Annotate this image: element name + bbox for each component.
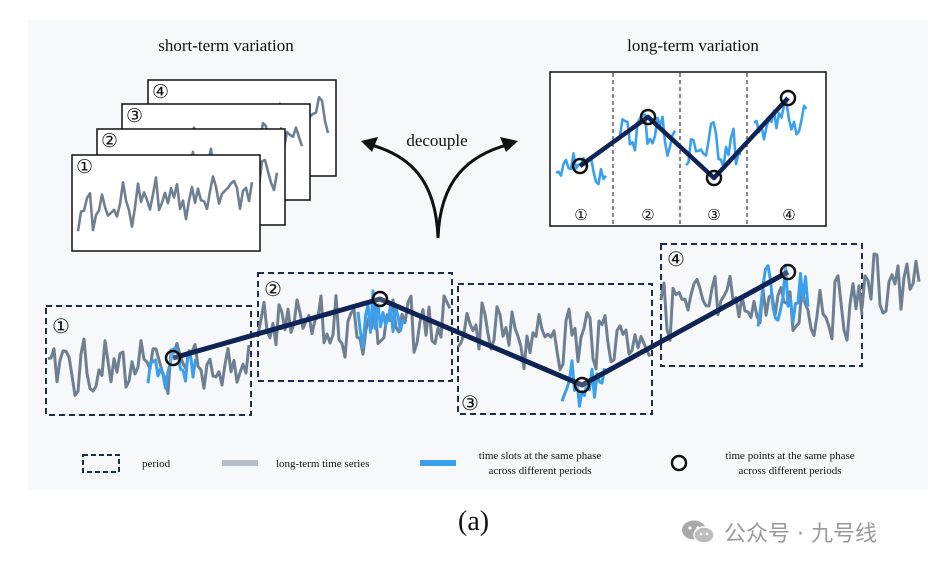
long-term-slot-series [753,101,808,141]
long-term-series-panel: ① ② ③ ④ [45,243,921,416]
figure-caption: (a) [458,506,490,537]
wechat-icon [682,520,715,544]
legend-period-label: period [142,458,171,470]
long-term-variation-box: ① ② ③ ④ [549,71,827,227]
long-term-slot-series [618,113,677,157]
period-box [45,305,252,416]
phase-point [705,169,723,187]
watermark-text: 公众号 · 九号线 [724,522,877,547]
same-phase-slot [146,345,197,390]
same-phase-slot [756,263,810,327]
short-term-series [76,175,254,232]
decouple-arrows [361,137,518,239]
legend-series-label: long-term time series [276,458,369,470]
long-term-title: long-term variation [627,36,759,55]
long-term-marker: ① [574,208,587,224]
phase-point [371,290,389,308]
long-term-slot-series [685,121,742,169]
period-box [457,283,653,415]
long-term-time-series [47,337,251,397]
short-card-marker: ② [101,131,118,152]
arrow-left-head [361,137,378,152]
period-marker: ① [52,316,70,338]
long-term-marker: ② [641,208,654,224]
legend-point-swatch [670,454,688,472]
watermark: 公众号 · 九号线 [680,515,920,549]
legend-slots-line1: time slots at the same phase [479,450,602,462]
phase-point [573,376,591,394]
long-term-time-series [860,252,921,315]
long-term-trend-line [172,269,790,388]
legend: period long-term time series time slots … [82,450,855,477]
period-marker: ④ [667,249,685,271]
legend-slots-line2: across different periods [488,465,591,477]
phase-point [639,108,657,126]
long-term-trend-line [578,96,790,181]
phase-point [571,157,589,175]
short-card-marker: ④ [152,82,169,103]
phase-point [779,89,797,107]
legend-points-line2: across different periods [738,465,841,477]
long-term-marker: ③ [707,208,720,224]
short-card-marker: ③ [126,106,143,127]
long-term-marker: ④ [782,208,795,224]
period-marker: ② [264,279,282,301]
arrow-right-head [500,137,518,152]
period-marker: ③ [461,393,479,415]
short-term-title: short-term variation [158,36,294,55]
long-term-frame [549,71,827,227]
decouple-label: decouple [406,131,467,150]
phase-point [779,263,797,281]
short-card-marker: ① [76,157,93,178]
legend-points-line1: time points at the same phase [725,450,854,462]
phase-point [164,349,182,367]
legend-period-swatch [82,454,120,473]
